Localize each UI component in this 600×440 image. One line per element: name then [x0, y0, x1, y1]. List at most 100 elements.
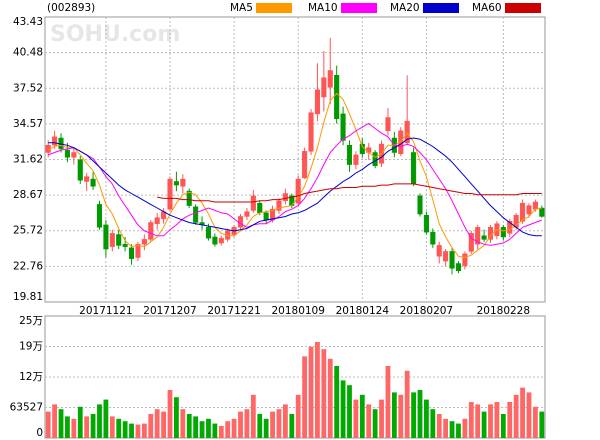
y-tick-label: 25万 [19, 315, 43, 327]
candle-body [154, 217, 160, 224]
volume-bar [359, 394, 365, 438]
volume-bar [250, 394, 256, 438]
volume-bar [231, 418, 237, 438]
volume-bar [154, 409, 160, 438]
y-tick-label: 19万 [19, 341, 43, 353]
volume-bar [379, 399, 384, 438]
x-tick-label: 20171207 [143, 305, 196, 317]
candle-body [372, 152, 378, 167]
volume-bar [449, 421, 455, 438]
volume-bar [520, 387, 525, 438]
volume-bar [462, 418, 468, 438]
candle-body [103, 224, 109, 250]
candle-body [449, 251, 455, 269]
candle-body [64, 149, 70, 158]
candle-body [321, 77, 327, 98]
volume-bar [116, 418, 122, 438]
candle-body [532, 201, 538, 210]
volume-bar [186, 413, 192, 438]
volume-bar [398, 394, 404, 438]
ma-line [48, 122, 542, 246]
volume-bar [90, 413, 96, 438]
ma-line [47, 92, 542, 259]
volume-bar [308, 346, 314, 438]
volume-bar [135, 424, 141, 438]
y-tick-label: 40.48 [13, 47, 43, 59]
candle-body [135, 243, 141, 258]
candle-body [193, 206, 199, 223]
volume-bar [238, 411, 243, 438]
volume-bar [366, 404, 372, 438]
volume-bar [225, 421, 231, 438]
candle-body [443, 251, 449, 262]
candle-body [109, 233, 115, 247]
x-tick-label: 20171221 [207, 305, 260, 317]
candle-body [436, 245, 442, 257]
volume-bar [353, 399, 359, 438]
candle-body [520, 202, 526, 222]
volume-bar [257, 413, 263, 438]
legend-label: MA10 [308, 2, 338, 14]
candle-body [346, 145, 353, 165]
candle-body [308, 112, 314, 152]
volume-bar [148, 413, 154, 438]
volume-bar [129, 423, 134, 438]
candle-body [167, 178, 173, 210]
volume-bar [45, 411, 51, 438]
candle-body [417, 195, 423, 215]
x-tick-label: 20180109 [271, 305, 324, 317]
candle-body [507, 221, 513, 234]
legend-label: MA5 [230, 2, 253, 14]
candle-body [404, 120, 410, 144]
volume-bar [193, 416, 199, 438]
volume-bar [436, 413, 442, 438]
volume-bar [58, 409, 64, 438]
y-tick-label: 12万 [19, 371, 43, 383]
volume-bar [302, 356, 308, 438]
volume-bar [340, 380, 346, 438]
volume-bar [174, 397, 179, 438]
candle-body [116, 234, 122, 246]
candle-body [250, 195, 256, 211]
candle-body [327, 70, 333, 88]
x-tick-label: 20180124 [336, 305, 390, 317]
volume-bar [475, 404, 481, 438]
candle-body [276, 200, 282, 211]
candle-body [385, 117, 391, 132]
y-tick-label: 25.72 [13, 225, 43, 237]
candle-body [84, 176, 90, 182]
volume-bar [84, 416, 90, 438]
volume-bar [77, 406, 83, 438]
volume-bar [167, 389, 173, 438]
volume-bar [270, 411, 275, 438]
candle-body [423, 214, 429, 233]
candle-body [263, 212, 269, 221]
volume-bar [122, 421, 128, 438]
candle-body [71, 152, 77, 158]
volume-bar [481, 411, 487, 438]
legend-label: MA20 [390, 2, 420, 14]
volume-bar [372, 409, 378, 438]
candle-body [128, 247, 135, 259]
volume-bar [385, 365, 391, 438]
volume-bar [507, 401, 513, 438]
volume-bar [276, 409, 282, 438]
candle-body [96, 204, 103, 228]
candle-body [462, 253, 468, 267]
candle-body [334, 75, 340, 119]
y-tick-label: 28.67 [13, 189, 43, 201]
volume-bar [321, 349, 327, 438]
volume-bar [141, 423, 147, 438]
volume-bar [494, 401, 500, 438]
volume-bar [263, 418, 269, 438]
candle-body [302, 151, 308, 179]
legend-swatch [423, 3, 459, 13]
legend-swatch [505, 3, 541, 13]
volume-bar [456, 423, 461, 438]
legend-swatch [256, 3, 292, 13]
volume-bar [532, 406, 538, 438]
candle-body [257, 202, 263, 214]
volume-bar [539, 411, 545, 438]
volume-bar [218, 425, 224, 438]
volume-bar [430, 409, 436, 438]
